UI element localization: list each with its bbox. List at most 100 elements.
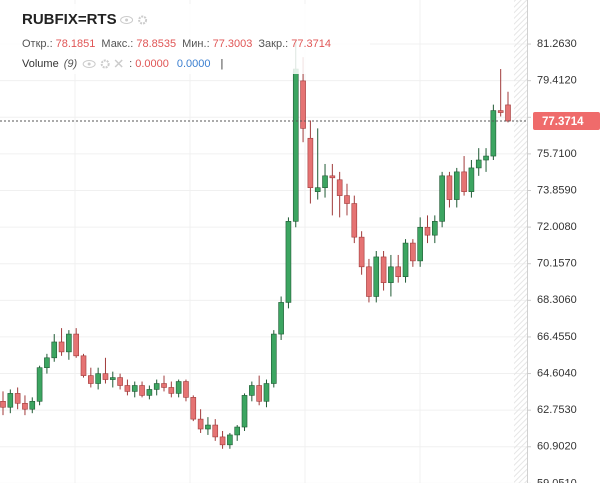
future-area [514,0,527,483]
volume-count: (9) [64,58,78,70]
candle-body [139,385,145,396]
candle-body [241,395,248,428]
candle-body [146,389,153,396]
candle-body [168,387,175,394]
last-price-label: 77.3714 [542,116,584,128]
candle-body [73,333,79,357]
y-tick-label: 72.0080 [537,221,577,233]
volume-value: 0.0000 [177,58,211,70]
candle-body [29,401,36,410]
candle-body [336,179,343,196]
y-tick-label: 64.6040 [537,367,577,379]
candle-body [234,426,241,436]
ohlc-label: Откр.: [22,38,53,50]
candle-body [278,302,284,335]
candle-body [439,175,445,222]
candle-body [446,175,453,200]
gear-icon [138,15,148,25]
ohlc-value: 77.3003 [213,38,253,50]
candle-body [351,203,358,238]
candle-body [131,385,138,392]
candle-body [395,266,402,278]
candle-body [307,137,314,189]
candle-body [124,385,131,392]
candles [0,39,527,449]
last-price-tag [533,112,600,131]
candle-body [95,373,101,384]
y-tick-label: 66.4550 [537,331,577,343]
candle-body [197,418,204,430]
candle-body [483,155,489,161]
candle-body [161,383,167,388]
candle-body [497,110,504,113]
candle-body [285,221,292,303]
candle-body [475,159,482,169]
candle-body [0,401,6,408]
candle-body [388,266,394,283]
candle-body [410,242,416,262]
candle-body [270,333,277,384]
candle-body [153,383,160,390]
candle-body [88,375,94,384]
candle-body [36,367,43,402]
candle-body [249,385,255,396]
eye-pupil [125,18,129,22]
volume-end: | [221,58,224,70]
candle-body [14,393,21,404]
legend-bg [0,4,370,74]
candle-body [7,393,14,408]
candle-body [190,397,197,420]
candle-body [219,436,226,446]
chart-title: RUBFIX=RTS [22,11,117,28]
ohlc-value: 77.3714 [291,38,331,50]
close-icon [114,59,123,68]
candle-body [322,175,328,189]
candle-body [417,226,423,262]
ohlc-label: Макс.: [101,38,133,50]
y-tick-label: 79.4120 [537,75,577,87]
y-tick-label: 59.0510 [537,477,577,483]
eye-pupil [87,62,91,66]
candle-body [432,221,438,236]
candle-body [44,357,50,368]
candle-body [314,187,321,192]
candle-body [505,104,511,122]
candle-body [424,226,431,236]
candle-body [344,195,350,204]
y-tick-label: 75.7100 [537,148,577,160]
volume-separator: : [129,58,132,70]
volume-value: 0.0000 [135,58,169,70]
y-tick-label: 81.2630 [537,38,577,50]
candle-body [402,242,409,278]
candle-body [490,110,497,157]
candle-body [212,424,219,438]
y-tick-label: 60.9020 [537,441,577,453]
ohlc-label: Мин.: [182,38,210,50]
candle-body [461,171,467,192]
candle-body [329,175,336,179]
candle-body [453,171,460,200]
y-tick-label: 73.8590 [537,184,577,196]
candle-body [292,68,299,222]
candle-body [300,80,306,129]
ohlc-label: Закр.: [258,38,288,50]
candle-body [58,341,65,353]
candle-body [256,385,262,402]
volume-label: Volume [22,58,59,70]
candle-body [22,402,28,410]
candle-body [109,377,116,380]
candle-body [468,167,475,192]
candle-body [373,256,380,297]
legend: RUBFIX=RTS Откр.: 78.1851 Макс.: 78.8535 Мин.… [0,4,370,74]
ohlc-value: 78.8535 [136,38,176,50]
candle-body [263,383,270,402]
candle-body [380,256,387,283]
candle-body [205,424,211,430]
candle-body [117,377,123,386]
candle-body [80,355,87,376]
candle-body [51,341,58,359]
y-tick-label: 70.1570 [537,258,577,270]
eye-icon [120,16,134,24]
eye-icon [82,60,96,68]
